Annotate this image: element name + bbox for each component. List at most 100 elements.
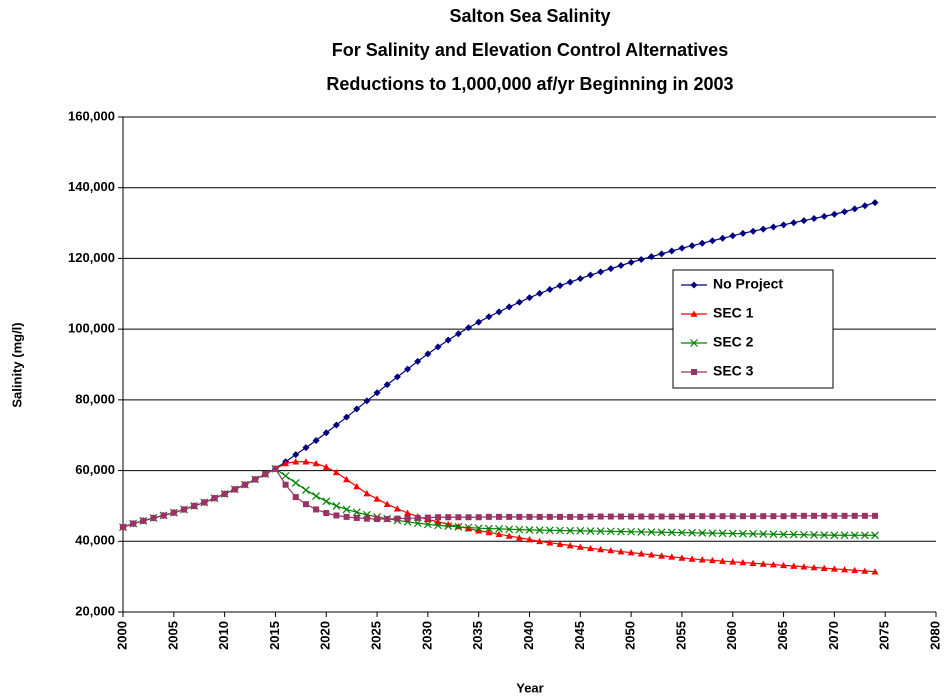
data-point [699, 513, 706, 520]
y-tick-label: 120,000 [68, 250, 115, 265]
data-point [393, 505, 401, 512]
data-point [252, 476, 259, 483]
data-point [606, 527, 615, 536]
data-point [637, 550, 645, 557]
data-point [749, 529, 757, 538]
data-point [343, 413, 351, 421]
data-point [647, 528, 656, 537]
data-point [759, 560, 767, 567]
chart-title: Salton Sea Salinity [449, 6, 610, 26]
data-point [485, 528, 493, 536]
data-point [708, 529, 717, 538]
data-point [291, 479, 300, 487]
data-point [322, 463, 330, 470]
data-point [637, 527, 646, 536]
y-tick-label: 140,000 [68, 179, 115, 194]
data-point [760, 513, 767, 520]
data-point [698, 556, 706, 563]
data-point [872, 512, 879, 519]
data-point [597, 545, 605, 553]
data-point [567, 513, 574, 520]
data-point [607, 265, 615, 273]
data-point [404, 509, 412, 516]
data-point [627, 549, 635, 556]
data-point [373, 389, 381, 397]
x-tick-label: 2010 [216, 621, 231, 650]
data-point [556, 540, 564, 547]
x-tick-label: 2025 [369, 621, 384, 650]
x-tick-label: 2065 [775, 621, 790, 650]
data-point [841, 566, 849, 573]
data-point [322, 429, 330, 437]
x-tick-label: 2035 [470, 621, 485, 650]
data-point [404, 515, 411, 522]
data-point [647, 551, 655, 558]
data-point [658, 513, 665, 520]
data-point [607, 513, 614, 520]
data-point [718, 529, 727, 538]
data-point [647, 253, 655, 261]
data-point [414, 357, 422, 365]
data-point [729, 232, 737, 240]
data-point [434, 343, 442, 351]
data-point [739, 229, 747, 237]
data-point [800, 563, 808, 570]
data-point [698, 239, 706, 247]
data-point [719, 513, 726, 520]
data-point [434, 521, 442, 530]
chart-title: For Salinity and Elevation Control Alter… [332, 40, 728, 60]
data-point [536, 289, 544, 297]
data-point [698, 529, 707, 537]
data-point [546, 539, 554, 546]
y-tick-label: 80,000 [75, 391, 115, 406]
data-point [546, 286, 554, 294]
data-point [282, 460, 290, 467]
data-point [811, 512, 818, 519]
data-point [729, 513, 736, 520]
data-point [871, 199, 879, 207]
data-point [586, 527, 595, 535]
data-point [475, 514, 482, 521]
data-point [586, 271, 594, 279]
data-point [485, 313, 493, 321]
data-point [464, 523, 473, 532]
data-point [353, 482, 361, 490]
data-point [393, 373, 401, 381]
data-point [150, 514, 157, 521]
data-point [160, 512, 167, 519]
data-point [851, 566, 859, 574]
data-point [850, 531, 859, 540]
data-point [343, 513, 350, 520]
data-point [535, 526, 544, 535]
data-point [728, 529, 737, 538]
data-point [343, 475, 351, 483]
chart-title: Reductions to 1,000,000 af/yr Beginning … [326, 74, 733, 94]
data-point [332, 468, 340, 476]
data-point [678, 513, 685, 520]
data-point [332, 421, 340, 429]
x-tick-label: 2005 [165, 621, 180, 650]
data-point [302, 486, 310, 494]
data-point [637, 255, 645, 263]
data-point [383, 500, 391, 507]
data-point [860, 531, 869, 540]
data-point [678, 554, 686, 561]
data-point [719, 557, 727, 564]
series-line [122, 468, 876, 536]
data-point [474, 524, 483, 533]
data-point [516, 513, 523, 520]
data-point [668, 513, 675, 520]
data-point [587, 513, 594, 520]
data-point [506, 513, 513, 520]
data-point [576, 543, 584, 550]
data-point [292, 494, 299, 501]
data-point [262, 471, 269, 478]
data-point [505, 303, 513, 311]
data-point [709, 513, 716, 520]
data-point [282, 481, 289, 488]
data-point [323, 510, 330, 516]
x-tick-label: 2060 [724, 621, 739, 650]
legend-box [672, 269, 834, 389]
data-point [586, 544, 594, 552]
data-point [800, 512, 807, 519]
